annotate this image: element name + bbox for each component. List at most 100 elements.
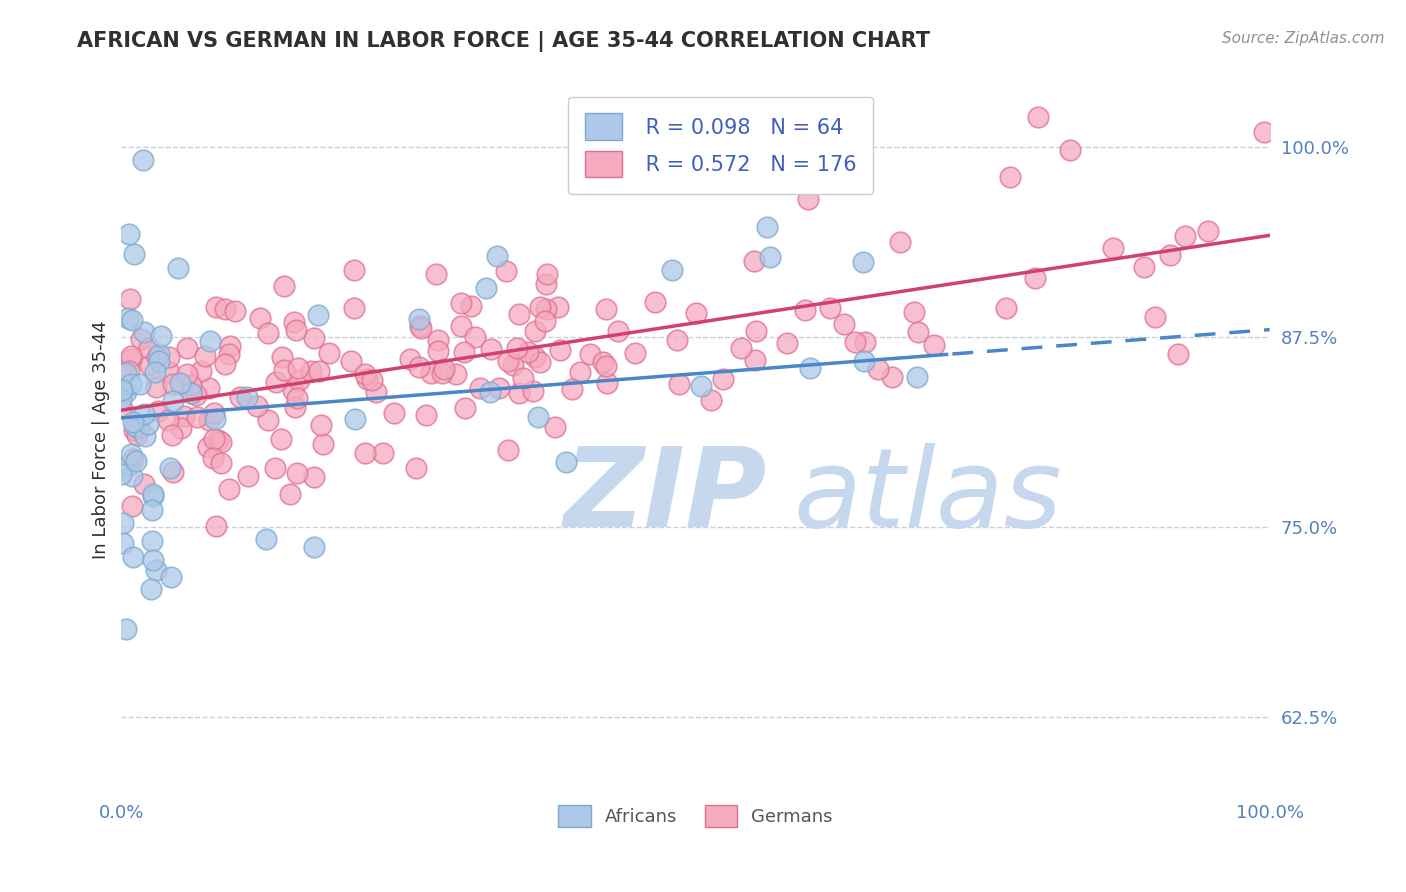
Point	[184, 388, 207, 402]
Point	[204, 411, 226, 425]
Point	[420, 366, 443, 380]
Point	[502, 358, 524, 372]
Point	[278, 487, 301, 501]
Point	[661, 263, 683, 277]
Point	[853, 354, 876, 368]
Point	[555, 455, 578, 469]
Point	[742, 253, 765, 268]
Point	[219, 339, 242, 353]
Point	[273, 279, 295, 293]
Point	[529, 355, 551, 369]
Point	[730, 341, 752, 355]
Point	[143, 365, 166, 379]
Point	[759, 250, 782, 264]
Point	[607, 324, 630, 338]
Point	[304, 540, 326, 554]
Point	[122, 452, 145, 467]
Point	[1102, 242, 1125, 256]
Point	[1167, 346, 1189, 360]
Point	[162, 465, 184, 479]
Point	[139, 359, 162, 373]
Text: ZIP: ZIP	[564, 443, 768, 549]
Point	[120, 447, 142, 461]
Point	[122, 415, 145, 429]
Point	[408, 360, 430, 375]
Point	[285, 466, 308, 480]
Point	[312, 437, 335, 451]
Point	[308, 364, 330, 378]
Point	[120, 349, 142, 363]
Point	[124, 419, 146, 434]
Point	[229, 390, 252, 404]
Point	[148, 404, 170, 418]
Point	[198, 381, 221, 395]
Text: atlas: atlas	[793, 443, 1062, 549]
Point	[180, 386, 202, 401]
Point	[120, 377, 142, 392]
Point	[214, 357, 236, 371]
Point	[249, 311, 271, 326]
Point	[202, 451, 225, 466]
Point	[547, 301, 569, 315]
Point	[529, 300, 551, 314]
Point	[343, 301, 366, 316]
Point	[534, 314, 557, 328]
Point	[756, 220, 779, 235]
Point	[427, 333, 450, 347]
Point	[307, 309, 329, 323]
Point	[257, 413, 280, 427]
Point	[450, 296, 472, 310]
Point	[128, 377, 150, 392]
Point	[121, 313, 143, 327]
Point	[479, 385, 502, 400]
Point	[256, 326, 278, 341]
Point	[690, 378, 713, 392]
Point	[111, 536, 134, 550]
Point	[382, 407, 405, 421]
Point	[644, 295, 666, 310]
Point	[138, 417, 160, 431]
Point	[157, 366, 180, 380]
Point	[488, 381, 510, 395]
Point	[288, 372, 311, 386]
Point	[162, 377, 184, 392]
Point	[595, 301, 617, 316]
Point	[470, 381, 492, 395]
Point	[145, 563, 167, 577]
Point	[415, 408, 437, 422]
Point	[882, 369, 904, 384]
Point	[207, 434, 229, 448]
Point	[141, 503, 163, 517]
Point	[205, 300, 228, 314]
Point	[156, 413, 179, 427]
Point	[160, 570, 183, 584]
Point	[285, 323, 308, 337]
Point	[711, 372, 734, 386]
Point	[907, 325, 929, 339]
Point	[214, 301, 236, 316]
Point	[1197, 224, 1219, 238]
Point	[281, 384, 304, 398]
Point	[536, 267, 558, 281]
Point	[793, 302, 815, 317]
Point	[922, 338, 945, 352]
Point	[118, 458, 141, 473]
Point	[118, 363, 141, 377]
Point	[218, 483, 240, 497]
Point	[371, 446, 394, 460]
Point	[453, 345, 475, 359]
Point	[198, 334, 221, 348]
Point	[799, 361, 821, 376]
Point	[523, 350, 546, 364]
Point	[246, 399, 269, 413]
Point	[1059, 143, 1081, 157]
Point	[236, 468, 259, 483]
Point	[273, 362, 295, 376]
Point	[157, 351, 180, 365]
Point	[125, 427, 148, 442]
Point	[561, 382, 583, 396]
Point	[517, 344, 540, 359]
Point	[134, 408, 156, 422]
Point	[1253, 125, 1275, 139]
Y-axis label: In Labor Force | Age 35-44: In Labor Force | Age 35-44	[93, 320, 110, 559]
